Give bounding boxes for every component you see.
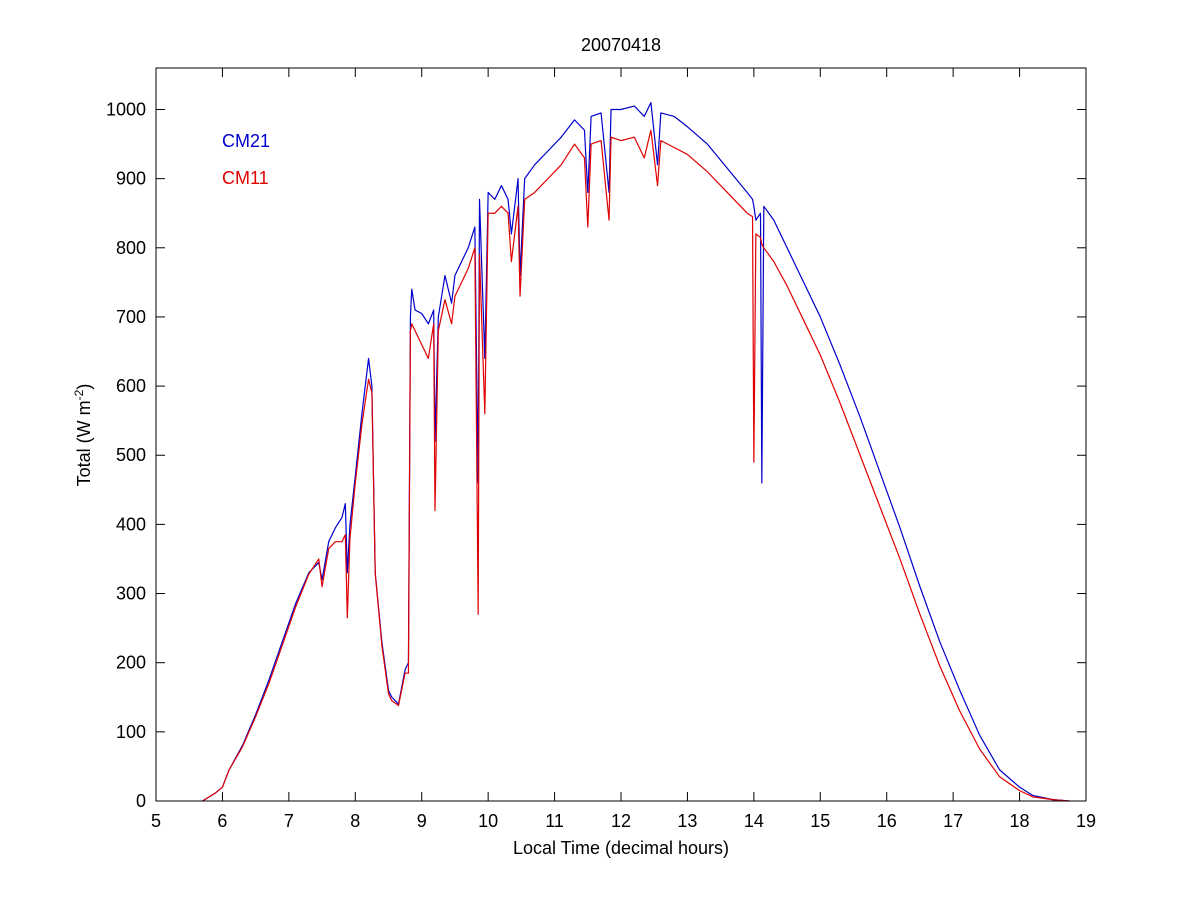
x-tick-label: 15 <box>810 811 830 831</box>
data-line <box>202 101 1070 802</box>
x-tick-label: 8 <box>350 811 360 831</box>
x-tick-label: 16 <box>877 811 897 831</box>
x-tick-label: 12 <box>611 811 631 831</box>
x-tick-label: 19 <box>1076 811 1096 831</box>
y-tick-label: 400 <box>116 514 146 534</box>
y-tick-label: 100 <box>116 722 146 742</box>
y-tick-label: 600 <box>116 376 146 396</box>
x-tick-label: 14 <box>744 811 764 831</box>
x-tick-label: 5 <box>151 811 161 831</box>
x-tick-label: 11 <box>545 811 564 831</box>
x-axis-label: Local Time (decimal hours) <box>513 838 729 858</box>
y-tick-label: 900 <box>116 169 146 189</box>
y-tick-label: 300 <box>116 584 146 604</box>
y-axis-label-superscript: -2 <box>72 389 86 400</box>
x-tick-label: 9 <box>417 811 427 831</box>
data-line <box>202 129 1070 802</box>
y-axis-label-text: Total (W m <box>74 400 94 486</box>
legend-entry: CM11 <box>222 168 269 188</box>
x-tick-label: 10 <box>478 811 498 831</box>
x-tick-label: 17 <box>943 811 963 831</box>
x-tick-label: 6 <box>217 811 227 831</box>
y-tick-label: 200 <box>116 653 146 673</box>
y-tick-label: 700 <box>116 307 146 327</box>
legend-entry: CM21 <box>222 131 270 151</box>
y-tick-label: 0 <box>136 791 146 811</box>
y-axis-label-suffix: ) <box>74 384 94 390</box>
plot-frame <box>155 67 1087 802</box>
y-tick-label: 800 <box>116 238 146 258</box>
x-tick-label: 13 <box>677 811 697 831</box>
chart-title: 20070418 <box>581 35 661 55</box>
y-tick-label: 1000 <box>106 99 146 119</box>
y-tick-label: 500 <box>116 445 146 465</box>
x-tick-label: 18 <box>1010 811 1030 831</box>
x-tick-label: 7 <box>284 811 294 831</box>
y-axis-label: Total (W m-2) <box>72 384 94 487</box>
